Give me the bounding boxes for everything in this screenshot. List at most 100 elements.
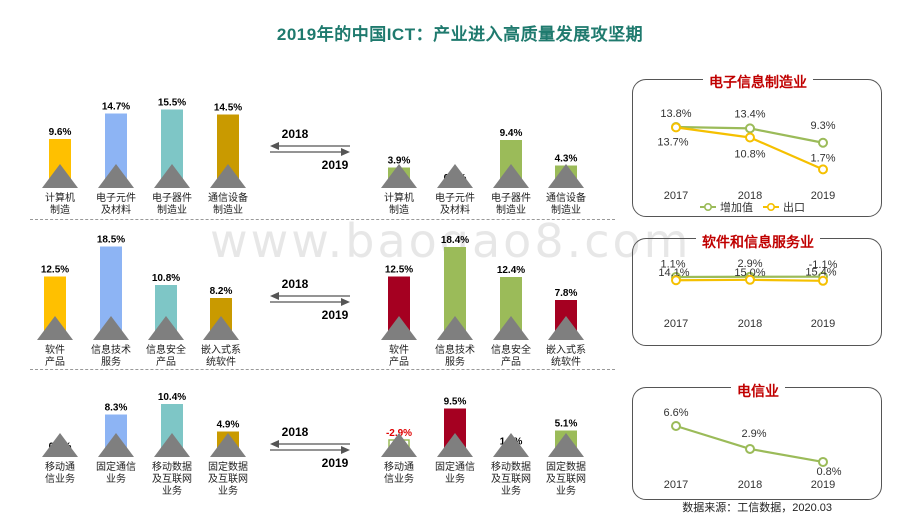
telecom-trend-title: 电信业 [632,381,884,401]
telecom-2019-category-label: 移动通 [384,460,414,473]
year-from-label: 2018 [282,127,309,141]
year-from-label: 2018 [282,277,309,291]
electronics-trend-series-1-point [745,123,755,134]
electronics-2018-value-label: 14.5% [214,103,242,114]
software-trend-point-label: 14.1% [658,267,689,279]
electronics-2018-base-triangle [210,164,246,188]
software-trend-x-tick: 2017 [664,318,688,330]
software-trend-point-label: 2.9% [737,258,762,270]
electronics-2019-category-label: 通信设备 [546,191,586,204]
telecom-2018-base-triangle [154,433,190,457]
electronics-2018-category-label: 电子器件 [152,191,192,204]
electronics-trend-series-2-point [818,164,828,175]
software-2018-category-label: 信息技术 [91,343,131,356]
telecom-2019-value-label: 5.1% [555,419,578,430]
software-trend-title: 软件和信息服务业 [632,232,884,252]
electronics-2018-value-label: 15.5% [158,98,186,109]
telecom-2018-category-label: 及互联网 [152,473,192,485]
arrow-right-icon [341,298,350,306]
software-2018-base-triangle [37,316,73,340]
electronics-2019-base-triangle [437,164,473,188]
electronics-2018-category-label: 电子元件 [96,191,136,204]
telecom-trend-series-1-point [745,443,755,454]
software-2018-category-label: 嵌入式系 [201,343,241,356]
electronics-2019-category-label: 电子元件 [435,191,475,204]
electronics-trend-series-2-point [745,132,755,143]
software-2018-category-label: 软件 [45,343,65,356]
software-2019-value-label: 7.8% [555,288,578,299]
software-2018-value-label: 10.8% [152,273,180,284]
software-2018-base-triangle [203,316,239,340]
electronics-trend-x-tick: 2019 [811,190,835,202]
electronics-trend-point-label: 10.8% [734,149,765,161]
software-2018-category-label: 服务 [101,355,121,368]
telecom-2018-category-label: 及互联网 [208,473,248,485]
year-to-label: 2019 [322,158,349,172]
telecom-2018-value-label: 8.3% [105,403,128,414]
software-2018-value-label: 8.2% [210,286,233,297]
software-2019-value-label: 18.4% [441,235,469,246]
software-2019-value-label: 12.5% [385,265,413,276]
telecom-2019-base-triangle [493,433,529,457]
electronics-2019-value-label: 3.9% [388,156,411,167]
telecom-trend-series-1-point [818,456,828,467]
electronics-2018-base-triangle [154,164,190,188]
electronics-trend-series-2-point [671,122,681,133]
electronics-2018-base-triangle [42,164,78,188]
software-trend-series-2-point [745,274,755,285]
electronics-2018-category-label: 计算机 [45,191,75,204]
software-2019-bar-2 [444,247,466,339]
telecom-2018-category-label: 固定通信 [96,460,136,473]
software-2019-category-label: 统软件 [551,355,581,368]
electronics-2018-category-label: 制造业 [157,203,187,216]
software-2018-base-triangle [93,316,129,340]
telecom-2019-category-label: 业务 [501,484,521,497]
electronics-2019-base-triangle [548,164,584,188]
electronics-2018-value-label: 14.7% [102,102,130,113]
arrow-left-icon [270,142,279,150]
telecom-2019-category-label: 及互联网 [491,473,531,485]
software-2019-base-triangle [548,316,584,340]
electronics-trend-x-tick: 2017 [664,190,688,202]
telecom-2018-value-label: 4.9% [217,420,240,431]
electronics-2019-base-triangle [381,164,417,188]
telecom-trend-series-1-point [671,421,681,431]
telecom-2018-category-label: 信业务 [45,472,75,485]
software-2018-category-label: 产品 [45,355,65,368]
electronics-trend-point-label: 13.8% [660,108,691,120]
year-from-label: 2018 [282,425,309,439]
electronics-2019-category-label: 制造业 [496,203,526,216]
software-2018-bar-2 [100,246,122,339]
electronics-trend-point-label: 1.7% [810,152,835,164]
electronics-2019-category-label: 及材料 [440,203,470,216]
software-2019-category-label: 产品 [501,355,521,368]
software-trend-series-2-point [671,275,681,286]
telecom-2019-base-triangle [548,433,584,457]
software-2019-base-triangle [381,316,417,340]
legend-label: 增加值 [720,200,753,214]
software-2019-category-label: 软件 [389,343,409,356]
software-trend-point-label: 15.4% [805,267,836,279]
telecom-2019-category-label: 信业务 [384,472,414,485]
electronics-2019-base-triangle [493,164,529,188]
software-2018-value-label: 18.5% [97,235,125,246]
legend-marker [766,203,775,212]
electronics-2019-category-label: 制造 [389,203,409,216]
software-trend-x-tick: 2018 [738,318,762,330]
software-trend-point-label: 1.1% [660,258,685,270]
arrow-left-icon [270,440,279,448]
software-2018-value-label: 12.5% [41,265,69,276]
arrow-left-icon [270,292,279,300]
software-2019-base-triangle [493,316,529,340]
telecom-2019-category-label: 移动数据 [491,460,531,473]
software-2019-category-label: 信息技术 [435,343,475,356]
telecom-2018-category-label: 移动通 [45,460,75,473]
software-trend-x-tick: 2019 [811,318,835,330]
software-trend-point-label: 15.0% [734,267,765,279]
software-2019-base-triangle [437,316,473,340]
telecom-2019-base-triangle [381,433,417,457]
software-2019-category-label: 服务 [445,355,465,368]
telecom-2019-category-label: 业务 [556,484,576,497]
telecom-2019-category-label: 固定通信 [435,460,475,473]
